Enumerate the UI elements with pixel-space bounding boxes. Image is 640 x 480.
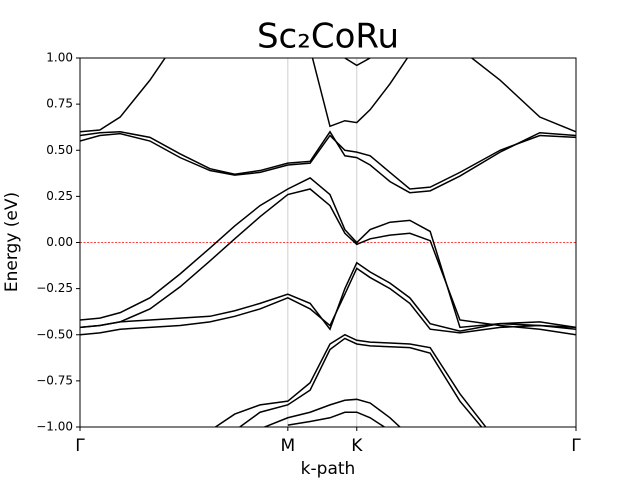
band-line	[262, 398, 402, 427]
band-line	[238, 337, 483, 427]
band-line	[344, 58, 371, 67]
y-tick-label: 0.75	[46, 97, 73, 111]
plot-frame	[79, 57, 577, 428]
band-line	[80, 188, 576, 336]
band-line	[311, 58, 409, 128]
x-tick-label: Γ	[571, 436, 581, 456]
x-axis-label: k-path	[301, 459, 356, 479]
y-tick-label: 0.00	[46, 235, 73, 249]
y-axis-label: Energy (eV)	[2, 192, 22, 292]
band-line	[287, 411, 386, 427]
band-line	[80, 130, 576, 194]
y-tick-label: −0.25	[36, 281, 73, 295]
y-tick-label: −0.50	[36, 327, 73, 341]
y-tick-label: 0.25	[46, 189, 73, 203]
band-line	[80, 58, 576, 133]
chart-title: Sc₂CoRu	[257, 17, 399, 57]
y-tick-label: 0.50	[46, 143, 73, 157]
band-line	[80, 261, 576, 332]
y-tick-label: −1.00	[36, 420, 73, 434]
band-line	[214, 333, 487, 427]
band-line	[80, 267, 576, 336]
y-tick-label: 1.00	[46, 51, 73, 65]
x-tick-label: M	[280, 436, 295, 456]
x-tick-label: Γ	[75, 436, 85, 456]
plot-area	[80, 58, 576, 427]
x-tick-label: K	[351, 436, 363, 456]
band-line	[80, 132, 576, 190]
y-tick-label: −0.75	[36, 373, 73, 387]
